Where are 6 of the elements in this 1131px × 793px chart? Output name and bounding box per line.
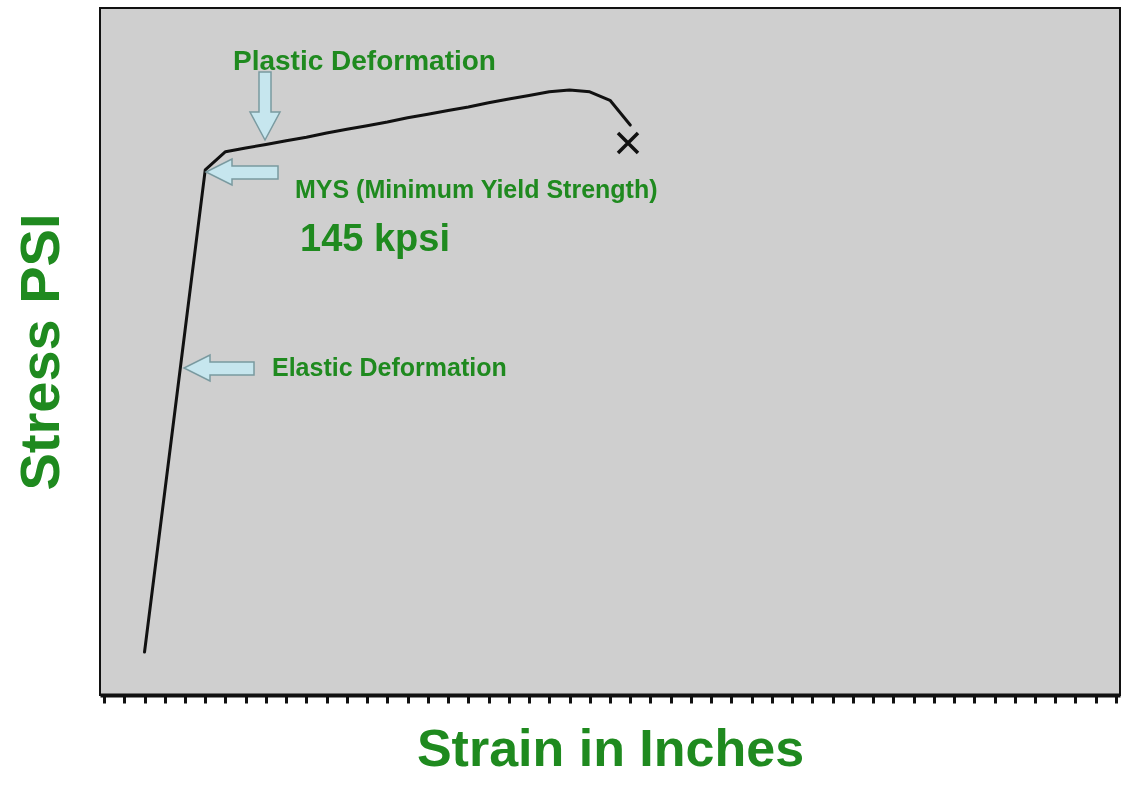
text: Plastic Deformation — [233, 45, 496, 76]
y-axis-title: Stress PSI — [7, 213, 71, 491]
annotation: 145 kpsi — [300, 217, 450, 259]
annotation: Elastic Deformation — [272, 353, 507, 381]
annotation: MYS (Minimum Yield Strength) — [295, 175, 658, 203]
x-axis-title: Strain in Inches — [416, 719, 805, 777]
